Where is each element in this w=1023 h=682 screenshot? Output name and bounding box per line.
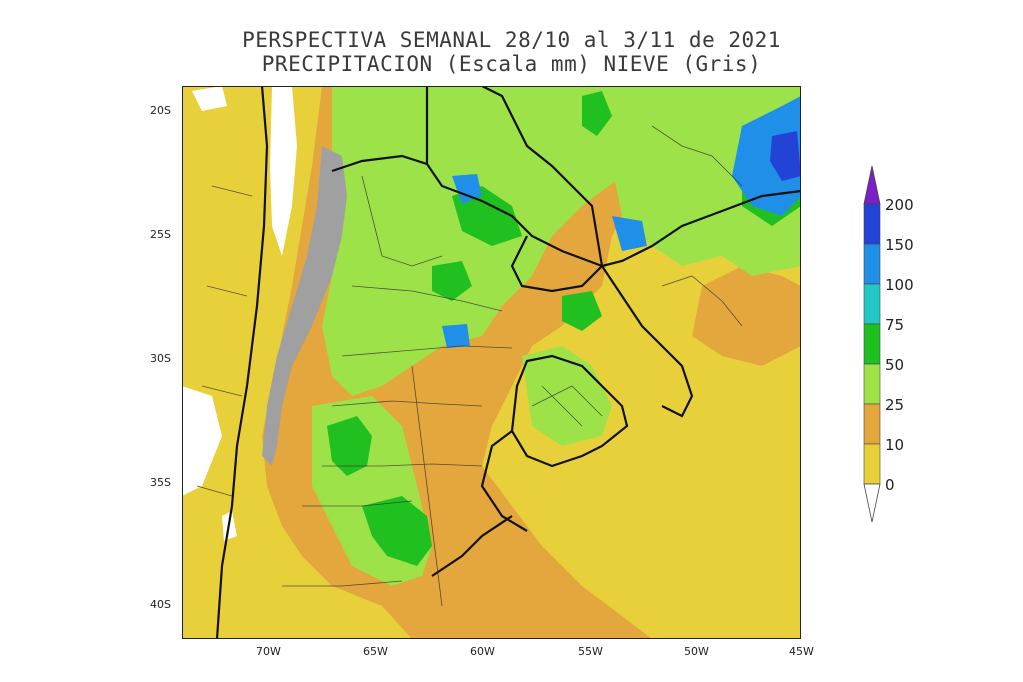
latitude-label: 20S (150, 104, 171, 117)
precipitation-map (182, 86, 801, 639)
legend-band (863, 283, 881, 325)
longitude-label: 65W (363, 645, 388, 658)
legend-label: 150 (885, 236, 914, 254)
longitude-label: 70W (256, 645, 281, 658)
legend-cap-bottom (863, 483, 881, 523)
legend-band (863, 203, 881, 245)
latitude-label: 30S (150, 352, 171, 365)
latitude-label: 35S (150, 476, 171, 489)
legend-band (863, 323, 881, 365)
legend-label: 100 (885, 276, 914, 294)
precip-150-200-zone (770, 131, 801, 181)
legend-band (863, 243, 881, 285)
snow-zone (262, 146, 347, 466)
longitude-label: 45W (789, 645, 814, 658)
map-title-line-1: PERSPECTIVA SEMANAL 28/10 al 3/11 de 202… (242, 28, 781, 52)
no-data-zone (182, 86, 297, 541)
province-borders (196, 125, 743, 607)
longitude-label: 60W (470, 645, 495, 658)
latitude-label: 40S (150, 598, 171, 611)
legend-label: 75 (885, 316, 905, 334)
legend-label: 0 (885, 476, 895, 494)
legend-band (863, 403, 881, 445)
legend-band (863, 363, 881, 405)
map-frame (182, 86, 801, 639)
legend-label: 200 (885, 196, 914, 214)
legend-label: 25 (885, 396, 905, 414)
precip-75-150-zone (442, 96, 801, 348)
legend-band (863, 443, 881, 485)
precipitation-legend (863, 165, 881, 523)
legend-label: 10 (885, 436, 905, 454)
latitude-label: 25S (150, 228, 171, 241)
legend-cap-top (863, 165, 881, 205)
legend-label: 50 (885, 356, 905, 374)
longitude-label: 55W (578, 645, 603, 658)
longitude-label: 50W (684, 645, 709, 658)
map-title-line-2: PRECIPITACION (Escala mm) NIEVE (Gris) (261, 52, 762, 76)
country-borders (215, 86, 801, 639)
